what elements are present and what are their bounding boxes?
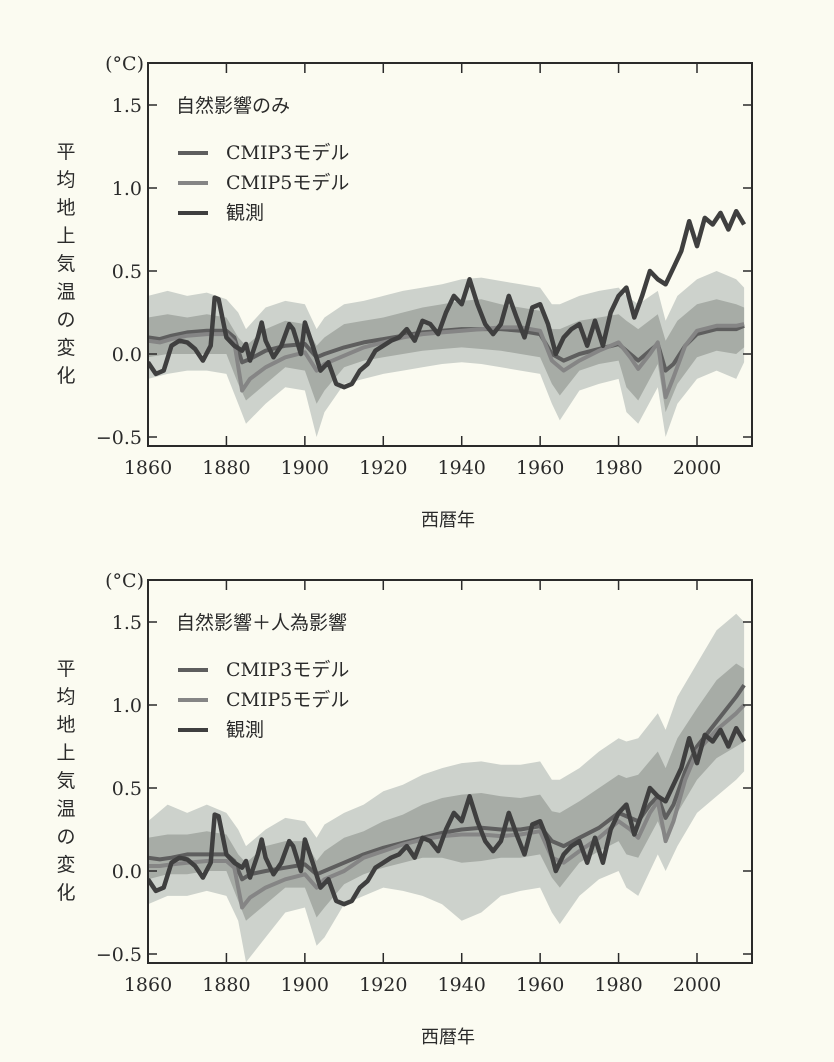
legend-label: CMIP3モデル	[226, 142, 349, 164]
x-tick-label: 1960	[516, 457, 564, 479]
y-tick-label: 0.0	[112, 861, 142, 883]
x-tick-label: 1960	[516, 974, 564, 996]
y-label-char: 均	[56, 686, 75, 708]
x-axis-label: 西暦年	[421, 510, 475, 531]
x-tick-label: 1940	[438, 457, 486, 479]
y-tick-label: −0.5	[96, 944, 142, 966]
axis-ticks: 1860 1880 1900 1920 1940 1960 1980 2000 −0.5 0.0 0…	[96, 580, 752, 996]
x-tick-label: 1880	[202, 457, 250, 479]
y-label-char: 平	[56, 141, 75, 163]
x-tick-label: 2000	[673, 974, 721, 996]
panel-natural-only: 1860 1880 1900 1920 1940 1960 1980 2000 −0.5 0.0 0…	[56, 53, 753, 531]
panel-natural-plus-human: 1860 1880 1900 1920 1940 1960 1980 2000 −0.5 0.0 0…	[56, 570, 753, 1048]
x-tick-label: 1860	[124, 457, 172, 479]
legend-label: CMIP5モデル	[226, 172, 349, 194]
x-tick-label: 1940	[438, 974, 486, 996]
y-label-char: 温	[56, 798, 75, 820]
x-axis-label: 西暦年	[421, 1027, 475, 1048]
legend-label: 観測	[226, 719, 264, 741]
series-line-observed	[148, 725, 747, 907]
y-label-char: 化	[56, 882, 75, 904]
y-tick-label: −0.5	[96, 427, 142, 449]
x-tick-label: 1980	[594, 457, 642, 479]
unit-label: (°C)	[105, 570, 144, 592]
x-tick-label: 1980	[594, 974, 642, 996]
y-label-char: の	[56, 309, 75, 331]
series-line-observed	[148, 208, 747, 390]
y-label-char: 変	[56, 854, 75, 876]
y-label-char: 上	[56, 742, 75, 764]
legend-label: CMIP5モデル	[226, 689, 349, 711]
y-label-char: 上	[56, 225, 75, 247]
y-tick-label: 1.0	[112, 695, 142, 717]
x-tick-label: 2000	[673, 457, 721, 479]
series-lines	[148, 683, 747, 910]
x-tick-label: 1900	[281, 457, 329, 479]
legend-label: 観測	[226, 202, 264, 224]
plot-frame	[147, 579, 753, 964]
y-label-char: 均	[56, 169, 75, 191]
y-tick-label: 0.0	[112, 344, 142, 366]
unit-label: (°C)	[105, 53, 144, 75]
x-tick-label: 1920	[359, 457, 407, 479]
axis-ticks: 1860 1880 1900 1920 1940 1960 1980 2000 −0.5 0.0 0…	[96, 63, 752, 479]
panel-title: 自然影響＋人為影響	[176, 612, 347, 634]
y-tick-label: 1.5	[112, 612, 142, 634]
series-line-cmip3	[148, 683, 746, 882]
series-lines	[148, 208, 747, 400]
y-label-char: 化	[56, 365, 75, 387]
y-label-char: 平	[56, 658, 75, 680]
series-line-cmip5	[148, 703, 746, 910]
y-label-char: 気	[56, 253, 75, 275]
envelope-outer-band	[148, 271, 745, 437]
y-label-char: 温	[56, 281, 75, 303]
x-tick-label: 1920	[359, 974, 407, 996]
y-tick-label: 1.5	[112, 95, 142, 117]
y-label-char: 変	[56, 337, 75, 359]
y-label-char: の	[56, 826, 75, 848]
y-label-char: 地	[56, 197, 75, 219]
y-label-char: 地	[56, 714, 75, 736]
y-tick-label: 0.5	[112, 261, 142, 283]
legend-label: CMIP3モデル	[226, 659, 349, 681]
x-tick-label: 1880	[202, 974, 250, 996]
series-line-cmip5	[148, 322, 745, 400]
y-label-char: 気	[56, 770, 75, 792]
x-tick-label: 1900	[281, 974, 329, 996]
y-tick-label: 0.5	[112, 778, 142, 800]
plot-frame	[147, 62, 753, 447]
y-tick-label: 1.0	[112, 178, 142, 200]
x-tick-label: 1860	[124, 974, 172, 996]
panel-title: 自然影響のみ	[176, 95, 290, 117]
